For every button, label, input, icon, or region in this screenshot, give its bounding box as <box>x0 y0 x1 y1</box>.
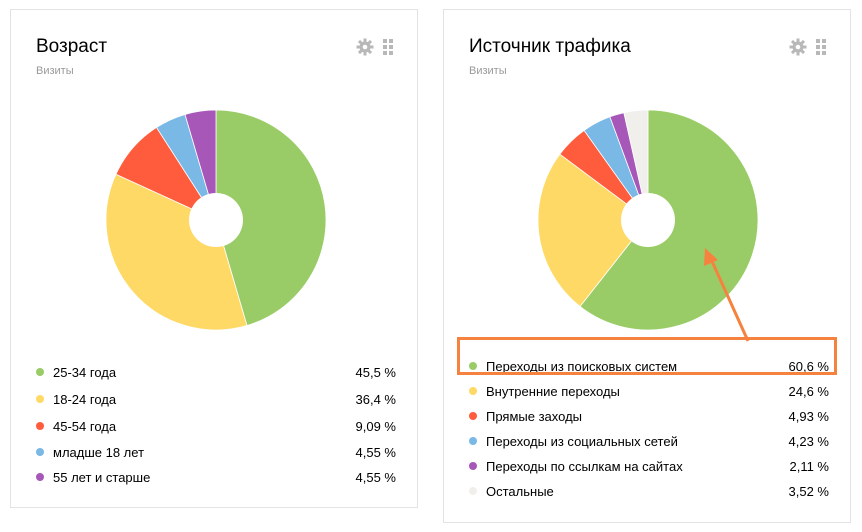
legend-value: 45,5 % <box>355 364 396 380</box>
legend-color-dot-icon <box>469 362 477 370</box>
legend-label: 45-54 года <box>53 418 117 434</box>
widget-title: Источник трафика <box>469 36 631 57</box>
legend-value: 60,6 % <box>788 358 829 374</box>
legend-label: 18-24 года <box>53 391 117 407</box>
donut-hole <box>621 193 675 247</box>
pie-slice[interactable] <box>623 109 649 221</box>
highlight-box <box>457 337 837 375</box>
legend-label: Переходы по ссылкам на сайтах <box>486 458 683 474</box>
legend-item[interactable]: Переходы из социальных сетей 4,23 % <box>469 431 829 451</box>
gear-icon[interactable] <box>356 38 374 56</box>
gear-icon[interactable] <box>789 38 807 56</box>
legend-label: Переходы из социальных сетей <box>486 433 678 449</box>
legend-label: 55 лет и старше <box>53 469 151 485</box>
legend-color-dot-icon <box>469 462 477 470</box>
legend-item[interactable]: Переходы по ссылкам на сайтах 2,11 % <box>469 456 829 476</box>
legend-item[interactable]: Внутренние переходы 24,6 % <box>469 381 829 401</box>
pie-slice[interactable] <box>184 109 217 221</box>
legend-color-dot-icon <box>36 368 44 376</box>
widget-title: Возраст <box>36 36 108 57</box>
legend-item[interactable]: 25-34 года 45,5 % <box>36 362 396 382</box>
widget-age: Возраст Визиты 25-34 года 45,5 % 18-24 год… <box>10 9 418 508</box>
legend-label: Переходы из поисковых систем <box>486 358 678 374</box>
legend-color-dot-icon <box>469 412 477 420</box>
legend-label: 25-34 года <box>53 364 117 380</box>
donut-hole <box>189 193 243 247</box>
grid-dots-icon[interactable] <box>816 39 826 55</box>
legend-value: 4,93 % <box>788 408 829 424</box>
legend-value: 9,09 % <box>355 418 396 434</box>
legend-value: 4,23 % <box>788 433 829 449</box>
legend-value: 24,6 % <box>788 383 829 399</box>
pie-chart-age[interactable] <box>105 109 327 331</box>
legend-label: Остальные <box>486 483 554 499</box>
legend-item[interactable]: 18-24 года 36,4 % <box>36 389 396 409</box>
legend-label: Внутренние переходы <box>486 383 620 399</box>
legend-value: 4,55 % <box>355 444 396 460</box>
legend-value: 2,11 % <box>789 458 829 474</box>
pie-slice[interactable] <box>105 173 248 331</box>
legend-label: младше 18 лет <box>53 444 145 460</box>
grid-dots-icon[interactable] <box>383 39 393 55</box>
legend-item[interactable]: Прямые заходы 4,93 % <box>469 406 829 426</box>
legend-item[interactable]: Остальные 3,52 % <box>469 481 829 501</box>
legend-item[interactable]: Переходы из поисковых систем 60,6 % <box>469 356 829 376</box>
legend-value: 36,4 % <box>355 391 396 407</box>
widget-subtitle: Визиты <box>469 65 507 77</box>
legend-label: Прямые заходы <box>486 408 583 424</box>
legend-item[interactable]: 55 лет и старше 4,55 % <box>36 467 396 487</box>
legend-color-dot-icon <box>36 422 44 430</box>
legend-value: 4,55 % <box>355 469 396 485</box>
pie-slice[interactable] <box>537 153 649 308</box>
legend-color-dot-icon <box>469 487 477 495</box>
legend-item[interactable]: младше 18 лет 4,55 % <box>36 442 396 462</box>
widget-traffic-source: Источник трафика Визиты Переходы из поис… <box>443 9 851 523</box>
legend-color-dot-icon <box>469 387 477 395</box>
widget-subtitle: Визиты <box>36 65 74 77</box>
legend-color-dot-icon <box>36 395 44 403</box>
pie-slice[interactable] <box>215 109 327 327</box>
legend-item[interactable]: 45-54 года 9,09 % <box>36 416 396 436</box>
legend-color-dot-icon <box>36 473 44 481</box>
legend-color-dot-icon <box>36 448 44 456</box>
pie-chart-traffic-source[interactable] <box>537 109 759 331</box>
legend-color-dot-icon <box>469 437 477 445</box>
legend-value: 3,52 % <box>788 483 829 499</box>
